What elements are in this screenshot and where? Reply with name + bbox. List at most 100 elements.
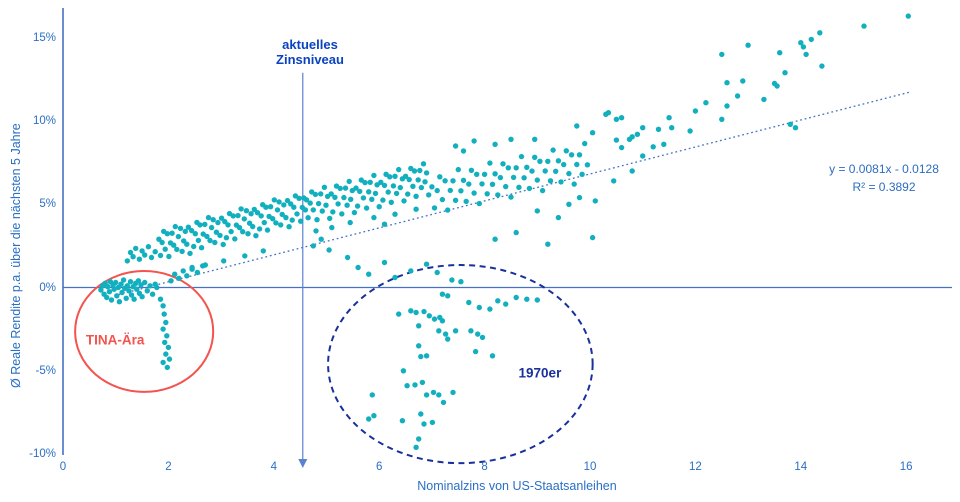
data-point	[497, 174, 504, 181]
data-point	[154, 284, 160, 291]
data-point	[508, 194, 514, 200]
data-point	[492, 236, 498, 242]
data-point	[524, 164, 530, 170]
data-point	[463, 198, 469, 205]
data-point	[466, 299, 472, 306]
data-point	[452, 197, 459, 203]
data-point	[362, 179, 368, 186]
data-point	[404, 383, 410, 389]
data-point	[318, 191, 324, 197]
data-point	[330, 209, 336, 215]
data-point	[445, 336, 451, 342]
data-point	[392, 173, 398, 179]
data-point	[429, 184, 435, 190]
data-point	[160, 359, 166, 366]
data-point	[221, 258, 227, 264]
data-point	[342, 185, 349, 191]
data-point	[353, 185, 359, 191]
data-point	[489, 181, 496, 187]
data-point	[618, 115, 625, 121]
data-point	[371, 172, 377, 179]
data-point	[232, 236, 238, 242]
data-point	[431, 205, 438, 211]
data-point	[505, 165, 511, 171]
data-point	[218, 215, 225, 221]
data-point	[460, 177, 467, 183]
data-point	[782, 70, 788, 76]
data-point	[172, 223, 178, 230]
data-point	[553, 168, 559, 174]
trendline-equation-text: y = 0.0081x - 0.0128	[829, 162, 939, 176]
data-point	[449, 277, 455, 283]
data-point	[576, 194, 583, 201]
data-point	[326, 247, 332, 253]
data-point	[220, 241, 226, 248]
data-point	[116, 299, 123, 305]
data-point	[204, 233, 210, 240]
data-point	[537, 158, 543, 164]
data-point	[418, 411, 424, 417]
data-point	[740, 78, 746, 84]
data-point	[484, 191, 490, 197]
data-point	[605, 110, 612, 116]
data-point	[629, 168, 635, 174]
data-point	[372, 190, 379, 197]
data-point	[640, 153, 646, 159]
data-point	[419, 379, 426, 386]
data-point	[687, 128, 693, 134]
data-point	[450, 178, 456, 184]
data-point	[175, 233, 182, 240]
data-point	[516, 184, 522, 190]
data-point	[397, 184, 403, 191]
data-point	[321, 184, 328, 190]
data-point	[378, 179, 384, 185]
data-point	[547, 178, 554, 184]
data-point	[371, 413, 377, 419]
data-point	[187, 250, 193, 257]
data-point	[487, 306, 493, 312]
data-point	[445, 207, 451, 213]
data-point	[481, 171, 488, 177]
data-point	[104, 294, 110, 301]
data-point	[487, 160, 493, 166]
data-point	[503, 183, 509, 190]
data-point	[208, 224, 215, 231]
current-rate-annotation-line2: Zinsniveau	[276, 52, 344, 67]
data-point	[147, 283, 153, 289]
data-point	[114, 293, 120, 299]
data-point	[238, 206, 244, 212]
data-point	[243, 208, 250, 214]
data-point	[270, 216, 276, 222]
data-point	[803, 51, 809, 58]
data-point	[296, 195, 302, 201]
data-point	[534, 208, 540, 214]
data-point	[439, 318, 446, 324]
data-point	[542, 168, 548, 174]
data-point	[611, 178, 617, 184]
data-point	[133, 245, 139, 252]
data-point	[576, 152, 583, 158]
data-point	[215, 219, 221, 226]
tina-era-ellipse	[74, 270, 215, 393]
data-point	[366, 271, 372, 277]
x-tick-label: 14	[794, 461, 808, 473]
data-point	[171, 242, 177, 248]
data-point	[724, 103, 730, 109]
data-point	[152, 249, 158, 255]
data-point	[399, 418, 406, 424]
data-point	[271, 197, 277, 203]
data-point	[510, 174, 517, 181]
data-point	[329, 224, 335, 231]
data-point	[230, 213, 236, 219]
data-point	[267, 204, 274, 210]
data-point	[416, 323, 422, 329]
data-point	[160, 303, 166, 309]
data-point	[474, 171, 480, 177]
data-point	[172, 271, 178, 277]
data-point	[492, 141, 498, 147]
data-point	[719, 51, 725, 58]
data-point	[294, 211, 300, 217]
data-point	[136, 256, 143, 262]
data-point	[248, 211, 254, 217]
data-point	[418, 184, 425, 191]
